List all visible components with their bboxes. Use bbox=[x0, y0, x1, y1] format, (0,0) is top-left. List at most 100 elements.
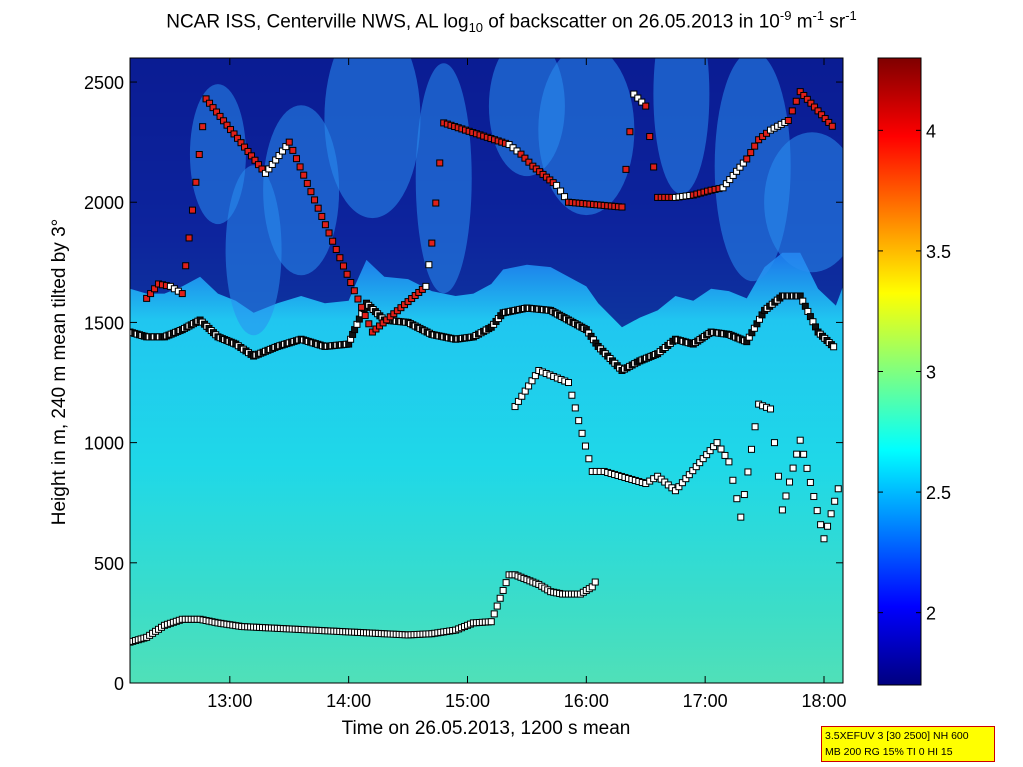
lower-layer-marker bbox=[591, 578, 599, 586]
cloud-base-marker bbox=[813, 507, 821, 515]
plot-frame bbox=[129, 57, 844, 684]
aerosol-plume bbox=[225, 165, 282, 336]
cloud-base-marker bbox=[713, 439, 721, 447]
upper-layer-marker bbox=[525, 158, 533, 166]
upper-layer-marker bbox=[296, 163, 304, 171]
upper-layer-marker bbox=[425, 261, 433, 269]
cloud-base-marker bbox=[744, 468, 752, 476]
cloud-base-marker bbox=[810, 493, 818, 501]
upper-layer-marker bbox=[329, 237, 337, 245]
upper-layer-marker bbox=[182, 262, 190, 270]
upper-layer-marker bbox=[350, 287, 358, 295]
cloud-base-marker bbox=[824, 522, 832, 530]
upper-layer-marker bbox=[821, 115, 829, 123]
upper-layer-marker bbox=[557, 187, 565, 195]
y-tick-label: 500 bbox=[94, 554, 124, 574]
upper-layer-marker bbox=[807, 99, 815, 107]
upper-layer-marker bbox=[325, 229, 333, 237]
upper-layer-marker bbox=[825, 118, 833, 126]
upper-layer-marker bbox=[199, 123, 207, 131]
x-axis: 13:00 14:00 15:00 16:00 17:00 18:00 bbox=[207, 58, 847, 711]
cloud-base-marker bbox=[729, 476, 737, 484]
y-tick-label: 2500 bbox=[84, 73, 124, 93]
upper-layer-marker bbox=[188, 206, 196, 214]
upper-layer-marker bbox=[626, 128, 634, 136]
colorbar-tick-label: 2.5 bbox=[926, 483, 951, 503]
upper-layer-marker bbox=[784, 117, 792, 124]
x-tick-label: 17:00 bbox=[683, 691, 728, 711]
upper-layer-marker bbox=[751, 142, 759, 150]
cloud-base-marker bbox=[578, 429, 586, 437]
upper-layer-marker bbox=[195, 150, 203, 158]
upper-layer-marker bbox=[343, 270, 351, 278]
cloud-base-marker bbox=[831, 497, 839, 505]
y-tick-label: 1500 bbox=[84, 313, 124, 333]
cloud-base-marker bbox=[747, 445, 755, 453]
cloud-base-marker bbox=[793, 450, 801, 458]
aerosol-plume bbox=[324, 58, 421, 219]
cloud-base-marker bbox=[733, 495, 741, 503]
upper-layer-marker bbox=[422, 282, 430, 290]
upper-layer-marker bbox=[361, 312, 369, 320]
cloud-base-marker bbox=[737, 513, 745, 521]
lower-layer-marker bbox=[487, 618, 495, 626]
upper-layer-marker bbox=[354, 295, 362, 303]
cloud-base-marker bbox=[585, 455, 593, 463]
cloud-base-marker bbox=[817, 521, 825, 529]
upper-layer-marker bbox=[436, 159, 444, 167]
upper-layer-marker bbox=[800, 92, 808, 99]
upper-layer-marker bbox=[618, 203, 626, 211]
mixing-layer-marker bbox=[830, 343, 838, 351]
upper-layer-marker bbox=[285, 138, 293, 146]
upper-layer-marker bbox=[803, 95, 811, 103]
y-axis-label: Height in m, 240 m mean tilted by 3° bbox=[49, 218, 70, 526]
upper-layer-marker bbox=[818, 111, 826, 119]
upper-layer-marker bbox=[321, 221, 329, 229]
upper-layer-marker bbox=[151, 285, 159, 293]
upper-layer-marker bbox=[292, 155, 300, 163]
lower-layer-marker bbox=[496, 594, 504, 602]
cloud-base-marker bbox=[796, 436, 804, 444]
aerosol-plume bbox=[653, 58, 710, 195]
cloud-base-marker bbox=[575, 417, 583, 425]
aerosol-plume bbox=[764, 132, 843, 273]
upper-layer-marker bbox=[630, 90, 638, 98]
upper-layer-marker bbox=[178, 290, 186, 298]
upper-layer-marker bbox=[517, 150, 525, 158]
upper-layer-marker bbox=[634, 94, 642, 102]
cloud-base-marker bbox=[786, 478, 794, 486]
x-tick-label: 14:00 bbox=[326, 691, 371, 711]
x-tick-label: 18:00 bbox=[801, 691, 846, 711]
upper-layer-marker bbox=[336, 254, 344, 262]
upper-layer-marker bbox=[147, 290, 155, 298]
settings-info-box: 3.5XEFUV 3 [30 2500] NH 600 MB 200 RG 15… bbox=[821, 726, 995, 762]
cloud-base-marker bbox=[820, 535, 828, 543]
upper-layer-marker bbox=[192, 178, 200, 186]
cloud-base-marker bbox=[721, 451, 729, 459]
upper-layer-marker bbox=[318, 212, 326, 220]
aerosol-plume bbox=[415, 63, 472, 294]
upper-layer-marker bbox=[642, 102, 650, 110]
upper-layer-marker bbox=[650, 163, 658, 171]
cloud-base-marker bbox=[581, 442, 589, 450]
cloud-base-marker bbox=[834, 485, 842, 493]
upper-layer-marker bbox=[638, 98, 646, 106]
y-tick-label: 2000 bbox=[84, 193, 124, 213]
upper-layer-marker bbox=[428, 239, 436, 247]
y-tick-label: 0 bbox=[114, 674, 124, 694]
upper-layer-marker bbox=[307, 188, 315, 196]
upper-layer-marker bbox=[314, 204, 322, 212]
cloud-base-marker bbox=[725, 458, 733, 466]
upper-layer-marker bbox=[622, 165, 630, 173]
cloud-base-marker bbox=[806, 478, 814, 486]
upper-layer-marker bbox=[747, 149, 755, 157]
x-tick-label: 15:00 bbox=[445, 691, 490, 711]
upper-layer-marker bbox=[289, 146, 297, 154]
chart-title: NCAR ISS, Centerville NWS, AL log10 of b… bbox=[166, 8, 857, 36]
colorbar-tick-label: 4 bbox=[926, 121, 936, 141]
layer-markers bbox=[130, 88, 842, 646]
cloud-base-marker bbox=[827, 510, 835, 518]
cloud-base-marker bbox=[564, 379, 572, 387]
upper-layer-marker bbox=[796, 88, 804, 96]
